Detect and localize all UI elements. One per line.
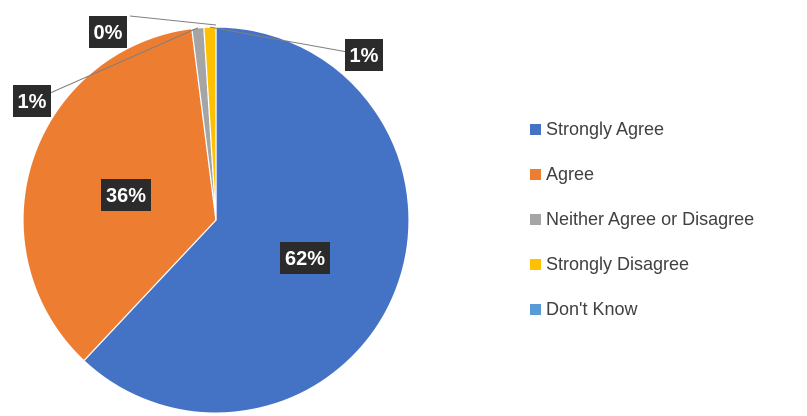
legend-label: Strongly Agree [546, 118, 665, 139]
legend-label: Strongly Disagree [546, 253, 690, 274]
data-label-text: 1% [18, 91, 47, 113]
data-label-box [13, 85, 51, 117]
data-label-strongly-disagree: 1% [345, 39, 383, 71]
data-label-agree: 36% [101, 179, 151, 211]
legend-item-strongly-agree: Strongly Agree [530, 118, 754, 140]
legend-swatch [530, 123, 541, 135]
legend-swatch [530, 303, 541, 315]
data-label-don-t-know: 0% [89, 16, 127, 48]
pie-slice-strongly-disagree [203, 26, 217, 221]
data-label-box [280, 242, 330, 274]
data-label-text: 1% [350, 45, 379, 67]
data-label-text: 0% [94, 22, 123, 44]
legend-label: Neither Agree or Disagree [546, 208, 755, 229]
legend-label: Don't Know [546, 298, 638, 319]
legend-item-agree: Agree [530, 163, 754, 185]
leader-line-strongly-disagree [209, 26, 365, 56]
legend-swatch [530, 168, 541, 180]
legend-swatch [530, 213, 541, 225]
leader-lines-layer [31, 15, 365, 102]
leader-line-don-t-know [129, 15, 217, 26]
data-label-box [101, 179, 151, 211]
leader-line-neither-agree-or-disagree [31, 27, 199, 102]
data-label-text: 36% [106, 185, 146, 207]
data-labels-layer: 62% 36% 1% 1% 0% [13, 16, 383, 274]
pie-slice-strongly-agree [83, 26, 410, 414]
slices-layer [22, 26, 410, 414]
data-label-text: 62% [285, 248, 325, 270]
legend-item-neither: Neither Agree or Disagree [530, 208, 754, 230]
legend: Strongly Agree Agree Neither Agree or Di… [530, 118, 754, 343]
data-label-neither-agree-or-disagree: 1% [13, 85, 51, 117]
legend-label: Agree [546, 163, 595, 184]
legend-item-dont-know: Don't Know [530, 298, 754, 320]
data-label-box [345, 39, 383, 71]
legend-swatch [530, 258, 541, 270]
data-label-box [89, 16, 127, 48]
data-label-strongly-agree: 62% [280, 242, 330, 274]
legend-item-strongly-disagree: Strongly Disagree [530, 253, 754, 275]
